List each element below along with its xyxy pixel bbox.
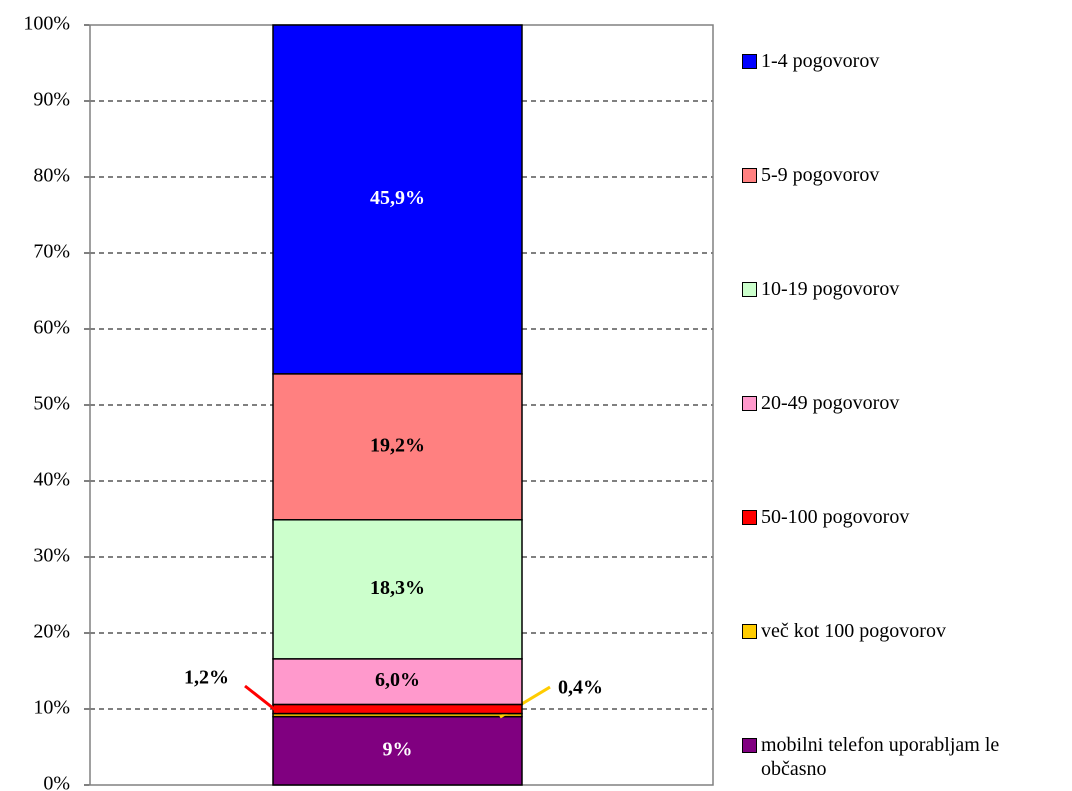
y-tick-label: 20% bbox=[33, 621, 70, 643]
value-label: 45,9% bbox=[370, 187, 425, 209]
value-label: 1,2% bbox=[184, 667, 229, 689]
bar-segment bbox=[272, 658, 523, 706]
value-label: 6,0% bbox=[375, 669, 420, 691]
legend-label: mobilni telefon uporabljam le občasno bbox=[761, 734, 1000, 780]
legend-label: 50-100 pogovorov bbox=[761, 506, 910, 528]
legend-item: mobilni telefon uporabljam le občasno bbox=[742, 733, 1062, 781]
legend-swatch bbox=[742, 624, 757, 639]
y-tick-label: 50% bbox=[33, 393, 70, 415]
y-tick-label: 60% bbox=[33, 317, 70, 339]
legend-item: 10-19 pogovorov bbox=[742, 277, 1062, 301]
value-label: 0,4% bbox=[558, 677, 603, 699]
y-tick-label: 70% bbox=[33, 241, 70, 263]
legend-item: več kot 100 pogovorov bbox=[742, 619, 1062, 643]
y-tick-label: 100% bbox=[23, 13, 70, 35]
leader-line bbox=[244, 684, 279, 714]
value-label: 19,2% bbox=[370, 434, 425, 456]
y-tick-label: 30% bbox=[33, 545, 70, 567]
value-label: 18,3% bbox=[370, 577, 425, 599]
y-tick-label: 80% bbox=[33, 165, 70, 187]
bar-segment bbox=[272, 715, 523, 786]
value-label: 9% bbox=[383, 738, 413, 760]
y-tick-label: 10% bbox=[33, 697, 70, 719]
legend-swatch bbox=[742, 54, 757, 69]
y-tick-label: 90% bbox=[33, 89, 70, 111]
y-tick-label: 40% bbox=[33, 469, 70, 491]
legend-item: 50-100 pogovorov bbox=[742, 505, 1062, 529]
legend-swatch bbox=[742, 510, 757, 525]
legend-swatch bbox=[742, 168, 757, 183]
legend-item: 5-9 pogovorov bbox=[742, 163, 1062, 187]
y-tick-label: 0% bbox=[43, 773, 70, 791]
legend-label: 1-4 pogovorov bbox=[761, 50, 880, 72]
legend-item: 1-4 pogovorov bbox=[742, 49, 1062, 73]
legend-label: 5-9 pogovorov bbox=[761, 164, 880, 186]
legend-label: več kot 100 pogovorov bbox=[761, 620, 946, 642]
bar-segment bbox=[272, 703, 523, 715]
bar-segment bbox=[272, 519, 523, 660]
legend-label: 10-19 pogovorov bbox=[761, 278, 900, 300]
bar-segment bbox=[272, 373, 523, 521]
legend-swatch bbox=[742, 738, 757, 753]
legend-label: 20-49 pogovorov bbox=[761, 392, 900, 414]
legend-item: 20-49 pogovorov bbox=[742, 391, 1062, 415]
bar-segment bbox=[272, 24, 523, 375]
legend-swatch bbox=[742, 396, 757, 411]
legend-swatch bbox=[742, 282, 757, 297]
